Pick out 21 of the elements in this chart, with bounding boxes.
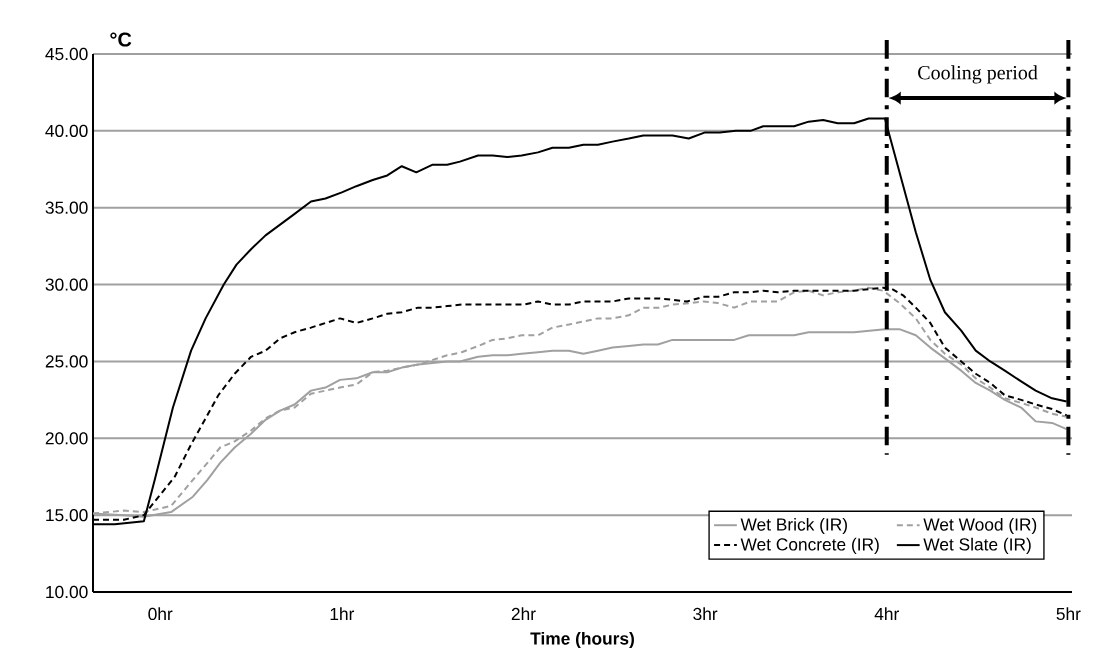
y-tick-label: 15.00	[46, 509, 88, 522]
y-tick-label: 25.00	[45, 355, 88, 368]
x-tick-label: 1hr	[330, 607, 355, 620]
legend-label: Wet Brick (IR)	[740, 517, 847, 535]
x-tick-label: 2hr	[511, 607, 536, 620]
y-tick-label: 30.00	[45, 278, 88, 291]
x-tick-label: 5hr	[1056, 607, 1081, 621]
legend-label: Wet Concrete (IR)	[740, 537, 879, 554]
annotation: Cooling period	[918, 65, 1038, 84]
x-axis-title: Time (hours)	[530, 631, 634, 649]
x-tick-label: 3hr	[693, 607, 718, 621]
legend-label: Wet Slate (IR)	[923, 537, 1031, 554]
y-tick-label: 10.00	[46, 585, 88, 599]
legend-label: Wet Wood (IR)	[923, 517, 1037, 535]
x-tick-label: 0hr	[148, 607, 173, 621]
y-tick-label: 45.00	[45, 47, 88, 61]
y-axis-title: °C	[110, 32, 132, 47]
y-tick-label: 35.00	[45, 201, 88, 214]
x-tick-label: 4hr	[874, 607, 899, 620]
y-tick-label: 20.00	[45, 432, 88, 445]
y-tick-label: 40.00	[45, 124, 88, 137]
